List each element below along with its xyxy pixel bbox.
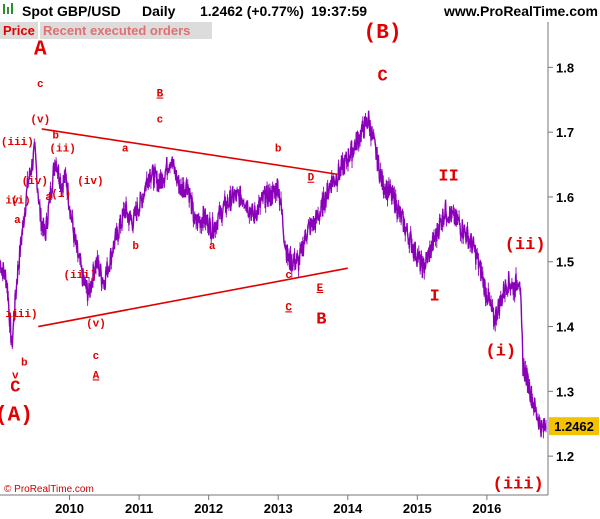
series-layer xyxy=(0,110,547,439)
wave-label: (A) xyxy=(0,404,33,427)
y-axis: 1.2 1.3 1.4 1.5 1.6 1.7 1.8 xyxy=(548,60,575,464)
instrument-name: Spot GBP/USD xyxy=(22,3,121,19)
last-change: 1.2462 (+0.77%) xyxy=(200,3,304,19)
price-tab[interactable]: Price xyxy=(3,23,35,38)
wave-label: E xyxy=(317,283,324,295)
orders-tab-bg[interactable] xyxy=(40,22,212,39)
wave-label: (iii) xyxy=(63,270,96,282)
y-tick-label: 1.3 xyxy=(556,384,574,399)
wave-label: c xyxy=(157,114,164,126)
price-tab-bg[interactable] xyxy=(0,22,38,39)
wave-label: a xyxy=(122,144,129,156)
wave-label: (iv) xyxy=(22,176,48,188)
wave-label: b xyxy=(21,357,28,369)
clock-time: 19:37:59 xyxy=(311,3,367,19)
trendline xyxy=(38,267,348,328)
chart-header xyxy=(0,0,600,22)
wave-label: C xyxy=(377,67,387,86)
trendlines-layer xyxy=(38,128,348,328)
wave-label: (v) xyxy=(86,319,106,331)
wave-label: (ii) xyxy=(505,236,546,255)
wave-label: (iv) xyxy=(77,176,103,188)
wave-label: (i) xyxy=(11,195,31,207)
x-tick-label: 2015 xyxy=(403,501,432,516)
wave-label: A xyxy=(34,38,47,61)
x-tick-label: 2014 xyxy=(333,501,363,516)
wave-label: c xyxy=(93,351,100,363)
site-url: www.ProRealTime.com xyxy=(443,3,598,19)
y-tick-label: 1.8 xyxy=(556,60,574,75)
wave-label: iv xyxy=(5,195,19,207)
y-tick-label: 1.4 xyxy=(556,320,575,335)
wave-label: (ii) xyxy=(11,309,37,321)
orders-tab[interactable]: Recent executed orders xyxy=(43,23,190,38)
last-value: 1.2462 xyxy=(554,419,594,434)
wave-label: I xyxy=(430,288,440,307)
wave-label: C xyxy=(10,378,20,397)
wave-label: (B) xyxy=(364,22,402,45)
wave-label: c xyxy=(285,270,292,282)
wave-label: (i) xyxy=(51,189,71,201)
wave-label: a xyxy=(14,215,21,227)
wave-label: b xyxy=(52,131,59,143)
wave-label: a xyxy=(209,241,216,253)
x-tick-label: 2016 xyxy=(472,501,501,516)
x-axis: 2010 2011 2012 2013 2014 2015 2016 xyxy=(55,495,501,516)
x-tick-label: 2010 xyxy=(55,501,84,516)
wave-label: C xyxy=(285,302,292,314)
wave-label: B xyxy=(157,89,164,101)
wave-label: II xyxy=(438,168,458,187)
last-value-marker: 1.2462 xyxy=(549,417,599,436)
y-tick-label: 1.6 xyxy=(556,190,574,205)
period-label: Daily xyxy=(142,3,176,19)
y-tick-label: 1.2 xyxy=(556,449,574,464)
wave-label: ii xyxy=(5,309,19,321)
wave-label: D xyxy=(308,173,315,185)
header-candle-icon xyxy=(3,3,13,14)
wave-label: (iii) xyxy=(493,476,544,495)
x-tick-label: 2011 xyxy=(125,501,153,516)
wave-label: c xyxy=(37,79,44,91)
wave-labels-layer: Ac(v)b(iii)(ii)(iv)a (i)(iv)iv(i)a(iii)ii… xyxy=(0,22,546,494)
wave-label: B xyxy=(316,310,326,329)
wave-label: (iii) xyxy=(1,137,34,149)
wave-label: (v) xyxy=(30,114,50,126)
wave-label: b xyxy=(275,144,282,156)
x-tick-label: 2013 xyxy=(264,501,293,516)
wave-label: (ii) xyxy=(49,144,75,156)
y-tick-label: 1.5 xyxy=(556,255,574,270)
wave-label: b xyxy=(132,241,139,253)
wave-label: v xyxy=(12,370,19,382)
y-tick-label: 1.7 xyxy=(556,125,574,140)
wave-label: A xyxy=(93,370,100,382)
copyright: © ProRealTime.com xyxy=(4,484,94,495)
x-tick-label: 2012 xyxy=(194,501,223,516)
wave-label: (i) xyxy=(485,343,516,362)
trendline xyxy=(41,128,338,176)
wave-label: a xyxy=(45,192,52,204)
